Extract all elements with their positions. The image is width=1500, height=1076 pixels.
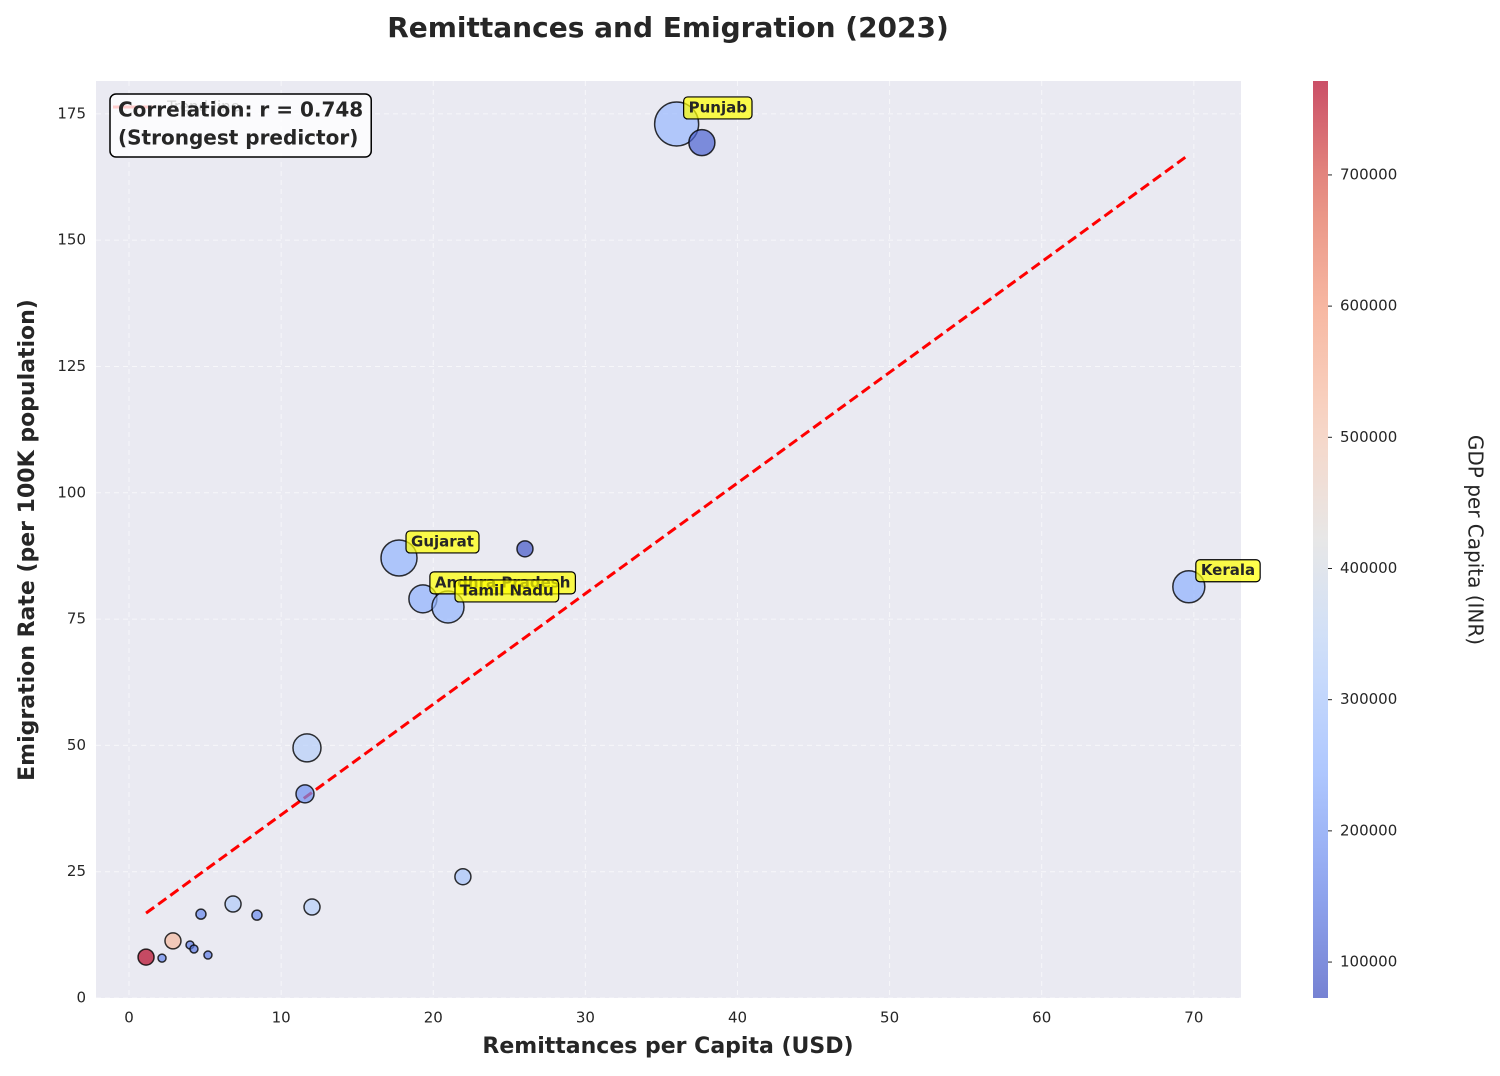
point	[688, 128, 716, 157]
label-box	[683, 96, 753, 120]
point	[157, 953, 167, 963]
colorbar	[1313, 81, 1328, 998]
point	[189, 944, 199, 954]
point	[454, 867, 472, 886]
y-tick-label: 150	[57, 231, 86, 249]
colorbar-label: GDP per Capita (INR)	[1464, 435, 1488, 645]
annotation-box	[109, 93, 372, 158]
point	[516, 540, 534, 558]
chart-title: Remittances and Emigration (2023)	[387, 11, 949, 44]
colorbar-tick-label: 100000	[1340, 953, 1397, 971]
y-tick-label: 175	[57, 104, 86, 122]
point	[303, 898, 321, 916]
y-tick-label: 100	[57, 483, 86, 501]
y-tick-label: 125	[57, 357, 86, 375]
y-tick-label: 50	[67, 736, 86, 754]
point	[224, 895, 242, 913]
label-box	[454, 579, 560, 603]
annotation-text: Correlation: r = 0.748	[118, 98, 363, 122]
x-tick-label: 50	[880, 1009, 899, 1027]
x-tick-label: 10	[272, 1009, 291, 1027]
point-label: Tamil Nadu	[460, 581, 554, 599]
point-label: Punjab	[689, 98, 748, 116]
point	[164, 932, 182, 950]
point-label: Gujarat	[411, 532, 474, 550]
x-tick-label: 60	[1032, 1009, 1051, 1027]
point	[292, 733, 322, 763]
annotation-text: (Strongest predictor)	[118, 126, 358, 150]
x-tick-label: 20	[424, 1009, 443, 1027]
point-label: Kerala	[1201, 561, 1255, 579]
y-axis-label: Emigration Rate (per 100K population)	[15, 299, 40, 781]
colorbar-tick-label: 700000	[1340, 165, 1397, 183]
x-tick-label: 30	[576, 1009, 595, 1027]
x-axis-label: Remittances per Capita (USD)	[482, 1034, 853, 1059]
grid	[96, 81, 1241, 999]
colorbar-tick-label: 300000	[1340, 690, 1397, 708]
x-tick-label: 40	[728, 1009, 747, 1027]
y-tick-label: 0	[76, 989, 86, 1007]
colorbar-tick-label: 200000	[1340, 821, 1397, 839]
colorbar-tick-label: 500000	[1340, 428, 1397, 446]
point	[251, 909, 263, 921]
y-tick-label: 75	[67, 610, 86, 628]
colorbar-tick-label: 400000	[1340, 559, 1397, 577]
y-tick-label: 25	[67, 862, 86, 880]
point	[137, 948, 155, 966]
x-tick-label: 0	[124, 1009, 134, 1027]
point	[295, 784, 315, 804]
point	[195, 908, 207, 920]
point	[203, 950, 213, 960]
label-box	[405, 530, 480, 554]
overlay: PunjabGujaratAndhra PradeshTamil NaduKer…	[109, 93, 1261, 603]
plot-area	[96, 81, 1241, 998]
colorbar-tick-label: 600000	[1340, 297, 1397, 315]
label-box	[1195, 559, 1261, 583]
trend-line	[145, 153, 1190, 915]
x-tick-label: 70	[1184, 1009, 1203, 1027]
